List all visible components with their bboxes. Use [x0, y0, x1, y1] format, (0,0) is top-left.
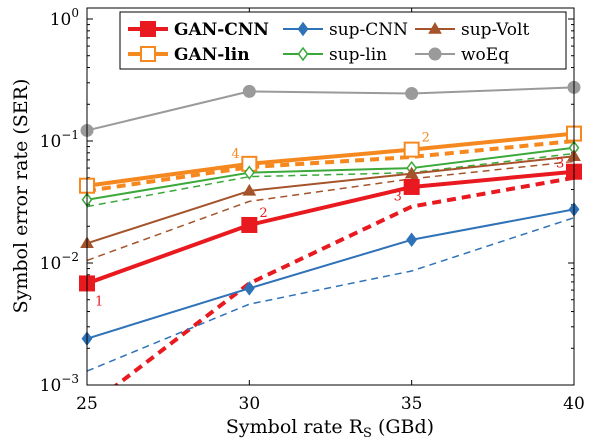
y-tick-base: 10 — [40, 254, 62, 274]
point-annotations: 1 2 3 3 4 2 — [95, 131, 564, 310]
series-line-dashed-variant-dashed — [113, 175, 574, 385]
y-tick-exponent: −1 — [61, 128, 79, 142]
y-tick-base: 10 — [40, 132, 62, 152]
legend-label-gan-lin: GAN-lin — [174, 45, 250, 65]
series-line-dashed-variant-dashed — [87, 152, 574, 208]
series-line-sup-lin — [87, 146, 574, 201]
legend-label-sup-volt: sup-Volt — [461, 20, 529, 40]
x-tick-label: 35 — [401, 394, 423, 414]
marker-woeq — [405, 87, 419, 101]
x-tick-label: 40 — [563, 394, 585, 414]
marker-gan-cnn — [403, 178, 420, 195]
legend-label-gan-cnn: GAN-CNN — [174, 20, 269, 40]
series-lines — [87, 86, 574, 385]
legend-marker-woeq — [428, 47, 442, 61]
x-tick-label: 30 — [239, 394, 261, 414]
legend: GAN-CNN GAN-lin sup-CNN sup-lin sup-Volt woEq — [119, 11, 567, 70]
legend-label-sup-lin: sup-lin — [329, 45, 387, 65]
x-axis-label-unit: (GBd) — [378, 416, 434, 438]
x-axis-label-main: Symbol rate R — [226, 416, 364, 438]
marker-woeq — [242, 84, 256, 98]
marker-sup-cnn — [406, 232, 418, 248]
legend-label-sup-cnn: sup-CNN — [329, 20, 408, 40]
annotation-label: 2 — [422, 131, 430, 146]
series-line-dashed-variant-dashed — [87, 139, 574, 193]
y-tick-exponent: 0 — [71, 6, 79, 20]
x-tick-label: 25 — [76, 394, 98, 414]
y-tick-exponent: −3 — [61, 372, 79, 386]
y-axis-label: Symbol error rate (SER) — [10, 79, 32, 314]
x-axis-label-sub: S — [363, 426, 372, 441]
marker-gan-cnn — [241, 216, 258, 233]
legend-marker-sup-volt — [428, 22, 442, 34]
y-tick-exponent: −2 — [61, 250, 79, 264]
series-line-gan-cnn — [87, 169, 574, 286]
y-tick-label: 10−2 — [40, 250, 79, 274]
legend-label-woeq: woEq — [461, 45, 509, 65]
x-axis-label: Symbol rate RS (GBd) — [226, 416, 434, 441]
legend-marker-gan-lin — [140, 46, 156, 62]
series-line-dashed-variant-dashed — [87, 160, 574, 262]
annotation-label: 4 — [231, 147, 239, 162]
marker-sup-volt — [242, 183, 257, 196]
series-line-gan-lin — [87, 131, 574, 188]
y-tick-label: 10−1 — [40, 128, 79, 152]
annotation-label: 1 — [95, 294, 103, 309]
series-markers — [79, 80, 582, 346]
annotation-label: 3 — [556, 157, 564, 172]
legend-marker-gan-cnn — [140, 21, 156, 37]
annotation-label: 3 — [394, 190, 402, 205]
marker-sup-volt — [404, 166, 419, 179]
series-line-dashed-variant-dashed — [87, 217, 574, 372]
series-line-sup-cnn — [87, 208, 574, 340]
y-tick-label: 100 — [50, 6, 79, 30]
series-line-sup-volt — [87, 155, 574, 245]
marker-gan-lin — [403, 141, 420, 158]
y-tick-base: 10 — [50, 10, 72, 30]
y-tick-base: 10 — [40, 376, 62, 396]
legend-marker-sup-cnn — [297, 21, 309, 37]
plot-frame — [86, 7, 575, 386]
marker-sup-lin — [243, 165, 255, 180]
y-tick-label: 10−3 — [40, 372, 79, 396]
marker-sup-cnn — [243, 281, 255, 296]
series-line-woeq — [87, 86, 574, 132]
legend-box — [119, 11, 567, 70]
annotation-label: 2 — [259, 206, 267, 221]
legend-marker-sup-lin — [297, 46, 309, 62]
